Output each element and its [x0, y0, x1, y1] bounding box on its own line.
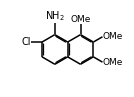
Text: NH$_2$: NH$_2$ — [45, 9, 65, 23]
Text: Cl: Cl — [22, 37, 31, 47]
Text: OMe: OMe — [103, 32, 123, 41]
Text: OMe: OMe — [70, 15, 91, 24]
Text: OMe: OMe — [103, 58, 123, 67]
